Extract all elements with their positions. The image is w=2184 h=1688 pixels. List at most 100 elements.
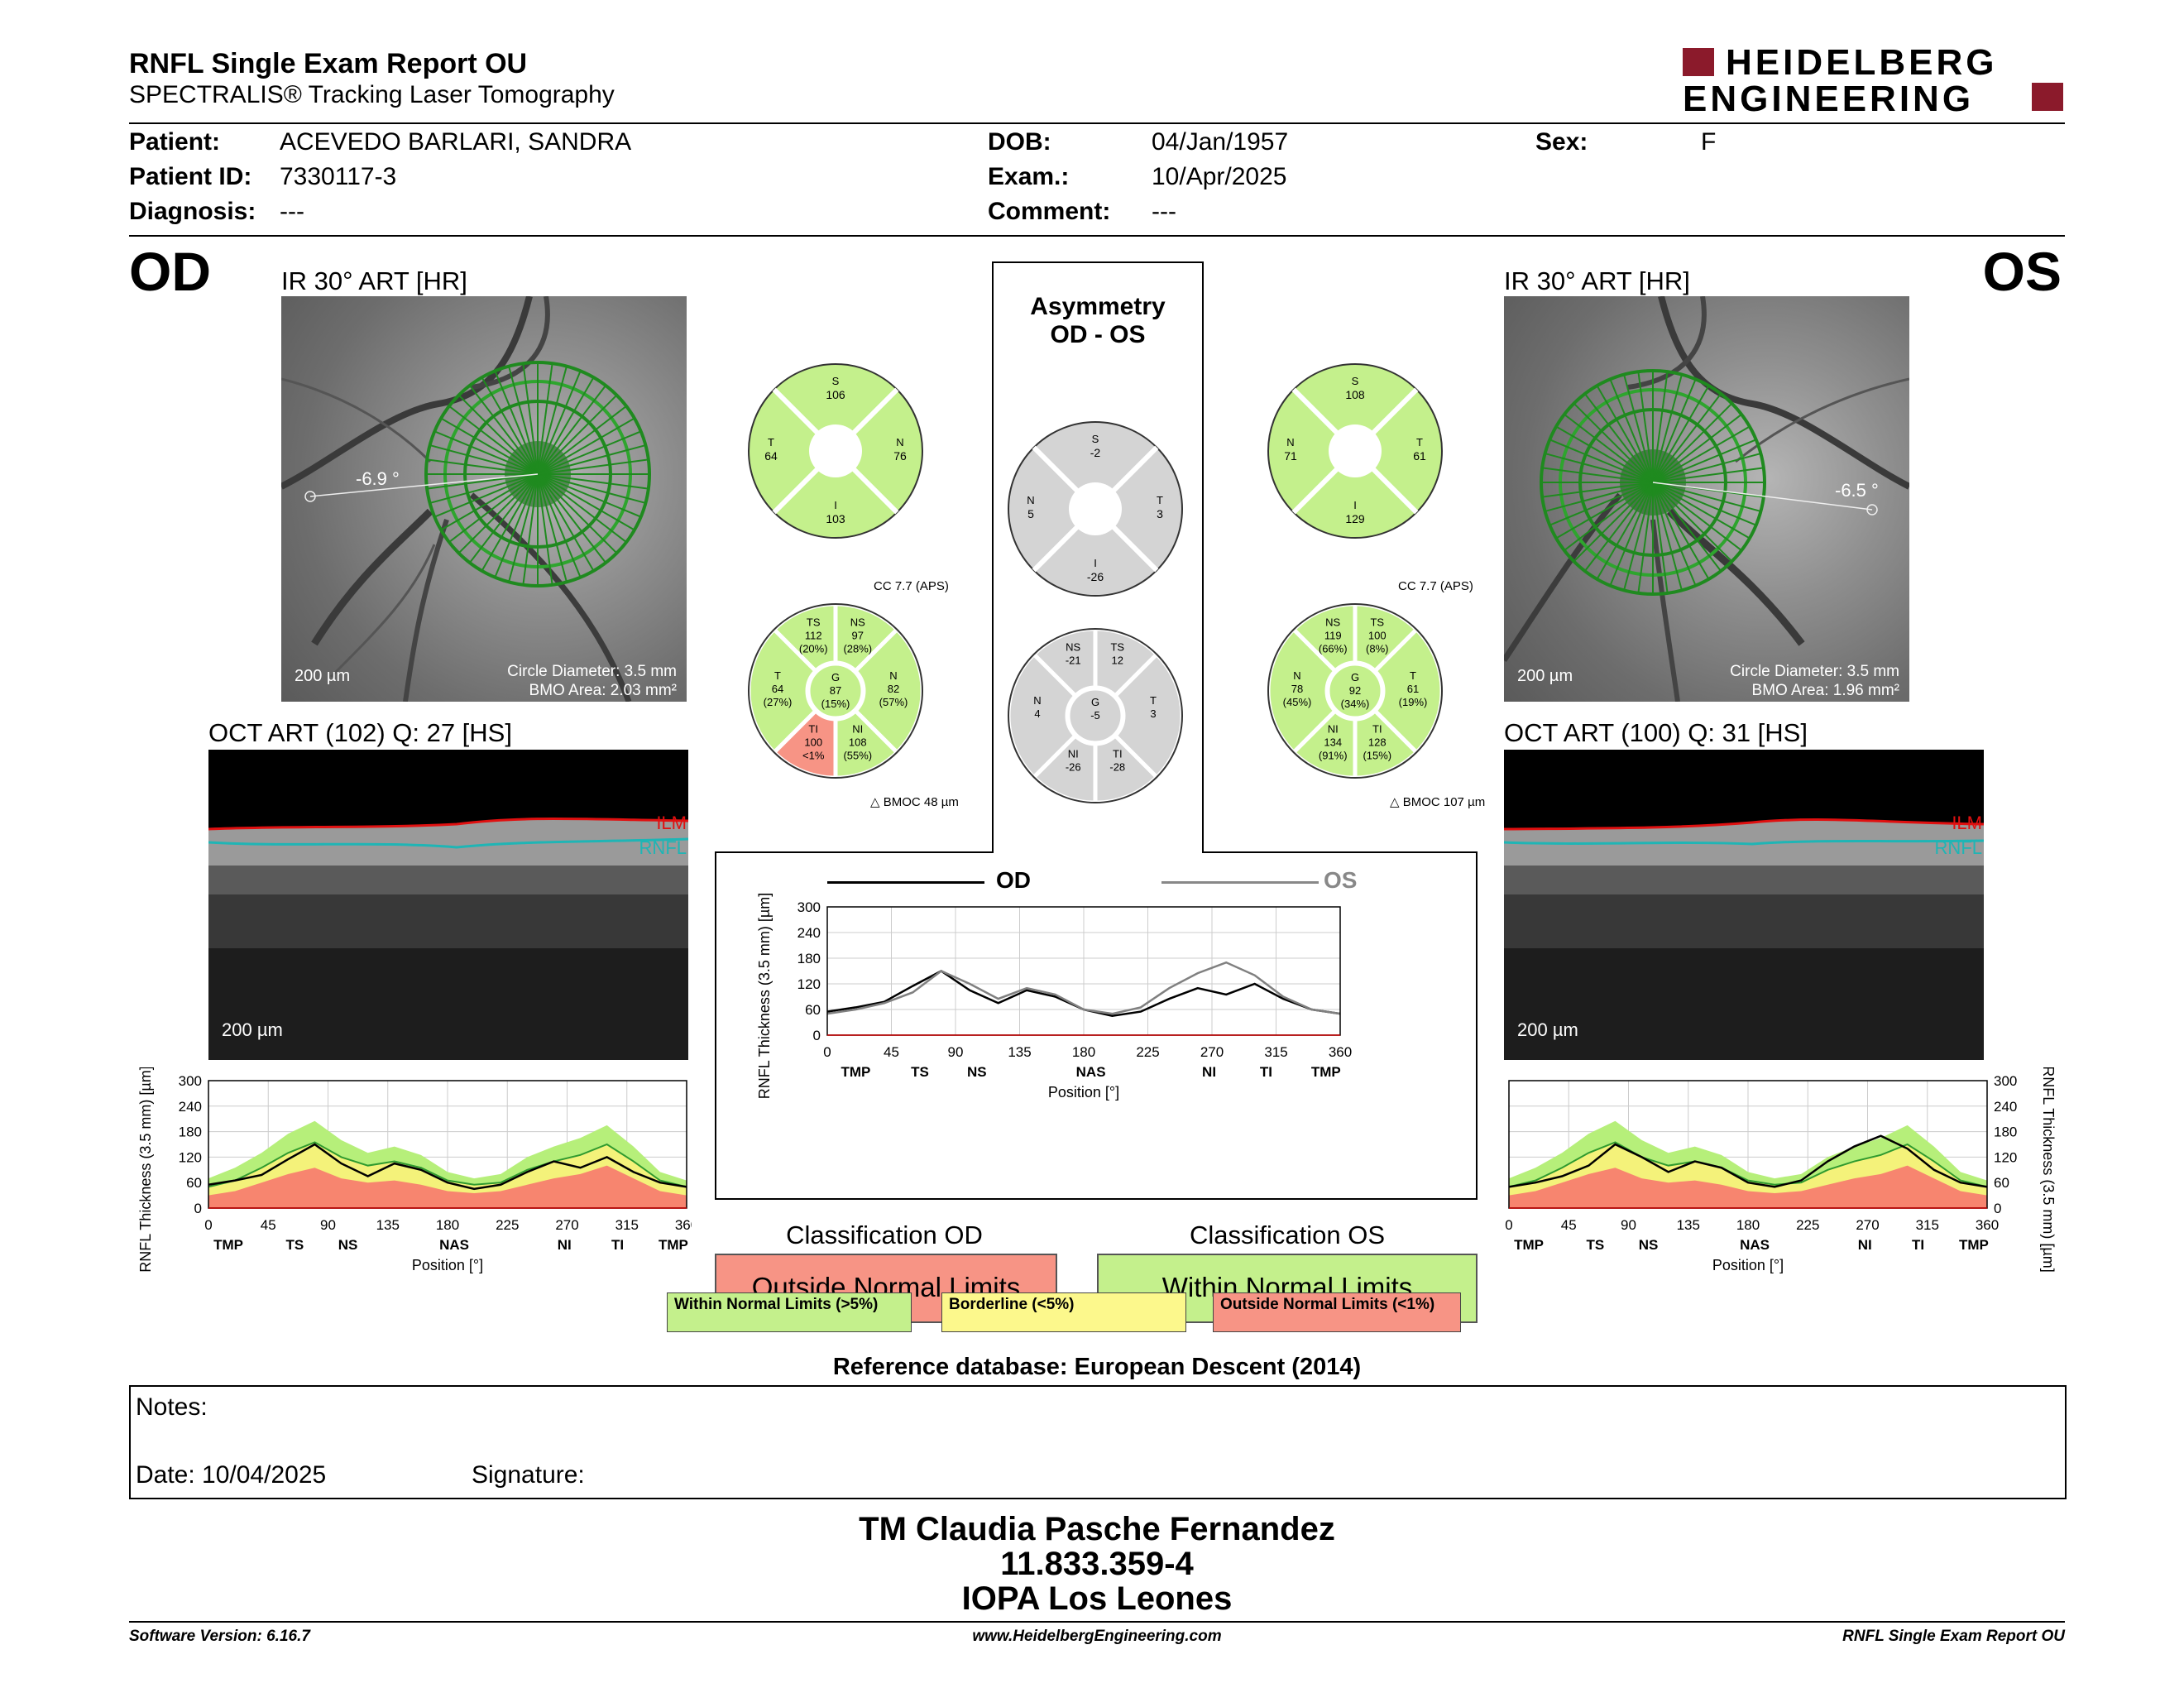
legend-os-label: OS — [1324, 867, 1358, 893]
x-tick-label: 135 — [376, 1217, 400, 1233]
os-angle-label: -6.5 ° — [1835, 480, 1879, 501]
os-sector-G-label: G — [1351, 671, 1359, 683]
asym-sector-TI-value: -28 — [1109, 761, 1125, 774]
sector-axis-label: TS — [1586, 1237, 1604, 1253]
od-sector-G-label: G — [831, 671, 840, 683]
x-tick-label: 0 — [204, 1217, 212, 1233]
os-sector-NS-label: NS — [1325, 616, 1340, 628]
sector-axis-label: TS — [285, 1237, 304, 1253]
exam-value: 10/Apr/2025 — [1152, 163, 1287, 190]
y-tick-label: 240 — [797, 925, 821, 941]
diagnosis-label: Diagnosis: — [129, 198, 256, 225]
y-tick-label: 120 — [1994, 1149, 2017, 1165]
os-sector-NI-label: NI — [1328, 723, 1339, 736]
od-circle-diameter: Circle Diameter: 3.5 mm — [507, 663, 677, 680]
x-tick-label: 360 — [1976, 1217, 1999, 1233]
od-sector-TI-label: TI — [808, 723, 818, 736]
x-tick-label: 180 — [1072, 1044, 1095, 1060]
sector-axis-label: TMP — [1311, 1064, 1341, 1080]
header-rule — [129, 122, 2065, 124]
y-tick-label: 120 — [797, 976, 821, 992]
series-line-0 — [1508, 1134, 1988, 1188]
od-cc-label: CC 7.7 (APS) — [874, 579, 949, 593]
os-sector-TI-label: TI — [1372, 723, 1382, 736]
y-tick-label: 240 — [1994, 1099, 2017, 1115]
asym-sector-TS-value: 12 — [1112, 654, 1123, 666]
y-axis-title: RNFL Thickness (3.5 mm) [µm] — [137, 1067, 154, 1273]
sector-axis-label: NAS — [1076, 1064, 1106, 1080]
x-axis-title: Position [°] — [1712, 1257, 1784, 1273]
legend-outside-normal-text: Outside Normal Limits (<1%) — [1220, 1296, 1435, 1313]
sector-axis-label: TMP — [1514, 1237, 1544, 1253]
y-tick-label: 180 — [179, 1125, 202, 1140]
asym-sector-I-value: -26 — [1087, 570, 1104, 583]
os-sector-S-value: 108 — [1345, 388, 1365, 401]
os-eye-label: OS — [1982, 241, 2062, 302]
asym-sector-NS-label: NS — [1066, 640, 1080, 653]
os-sector-TI-value: 128 — [1368, 736, 1387, 749]
od-sector-T-value: 64 — [764, 449, 778, 463]
od-oct-svg — [208, 750, 688, 1060]
asym-sector-T-label: T — [1157, 494, 1163, 506]
os-bmoc-text: BMOC 107 µm — [1402, 795, 1486, 809]
y-axis-title: RNFL Thickness (3.5 mm) [µm] — [756, 894, 773, 1099]
od-sector-NS-percentile: (28%) — [843, 642, 872, 655]
os-circle-diameter: Circle Diameter: 3.5 mm — [1730, 663, 1899, 680]
patient-value: ACEVEDO BARLARI, SANDRA — [280, 128, 632, 156]
y-tick-label: 60 — [186, 1175, 202, 1191]
asym-sector-N-label: N — [1033, 694, 1041, 707]
os-ilm-label: ILM — [1952, 813, 1982, 833]
od-ir-caption: IR 30° ART [HR] — [281, 266, 467, 295]
x-tick-label: 45 — [884, 1044, 899, 1060]
od-sector-T-value: 64 — [772, 683, 783, 695]
os-rnfl-label: RNFL — [1934, 837, 1982, 858]
signature-label: Signature: — [472, 1461, 585, 1489]
sex-value: F — [1701, 128, 1717, 156]
x-tick-label: 315 — [615, 1217, 639, 1233]
notes-label: Notes: — [136, 1393, 208, 1421]
od-sector-TS-value: 112 — [805, 629, 822, 641]
os-sector-TS-value: 100 — [1368, 629, 1387, 641]
series-line-OS — [826, 961, 1341, 1015]
sector-axis-label: NAS — [439, 1237, 469, 1253]
asym-sector-N-label: N — [1027, 494, 1034, 506]
sector-axis-label: NAS — [1740, 1237, 1770, 1253]
x-tick-label: 225 — [1136, 1044, 1159, 1060]
x-tick-label: 270 — [1856, 1217, 1879, 1233]
os-oct-bscan-image: ILM RNFL 200 µm — [1504, 750, 1984, 1060]
footer-report-name: RNFL Single Exam Report OU — [1842, 1628, 2065, 1645]
os-sector-T-value: 61 — [1413, 449, 1426, 463]
od-sector-N-value: 82 — [888, 683, 899, 695]
od-oct-caption: OCT ART (102) Q: 27 [HS] — [208, 718, 512, 747]
od-bmo-area: BMO Area: 2.03 mm² — [529, 682, 677, 699]
comment-label: Comment: — [988, 198, 1111, 225]
od-sector-NS-label: NS — [850, 616, 865, 628]
os-sector-TI-percentile: (15%) — [1363, 750, 1391, 762]
x-axis-title: Position [°] — [412, 1257, 483, 1273]
os-ir-caption: IR 30° ART [HR] — [1504, 266, 1690, 295]
signer-id: 11.833.359-4 — [1000, 1546, 1194, 1582]
od-bmoc-label: △ BMOC 48 µm — [870, 795, 959, 809]
asym-sector-S-value: -2 — [1090, 446, 1101, 459]
comment-value: --- — [1152, 198, 1176, 225]
y-tick-label: 180 — [797, 951, 821, 966]
os-sector-N-label: N — [1286, 436, 1294, 448]
os-sector-N-label: N — [1293, 669, 1300, 682]
od-eye-label: OD — [129, 241, 211, 302]
x-tick-label: 270 — [1200, 1044, 1224, 1060]
os-sector-NI-percentile: (91%) — [1319, 750, 1348, 762]
sector-axis-label: TS — [911, 1064, 929, 1080]
od-fundus-svg — [281, 296, 651, 702]
os-bmoc-label: △ BMOC 107 µm — [1390, 795, 1486, 809]
os-sector-T-value: 61 — [1407, 683, 1419, 695]
od-rnfl-profile-chart: 0 60 120 180 240 300 0 45 90 135 180 225 270 315 360 TM… — [137, 1067, 692, 1273]
exam-label: Exam.: — [988, 163, 1070, 190]
x-axis-title: Position [°] — [1048, 1084, 1119, 1101]
x-tick-label: 45 — [1561, 1217, 1577, 1233]
footer-rule — [129, 1621, 2065, 1623]
od-ilm-label: ILM — [656, 813, 687, 833]
x-tick-label: 90 — [320, 1217, 336, 1233]
